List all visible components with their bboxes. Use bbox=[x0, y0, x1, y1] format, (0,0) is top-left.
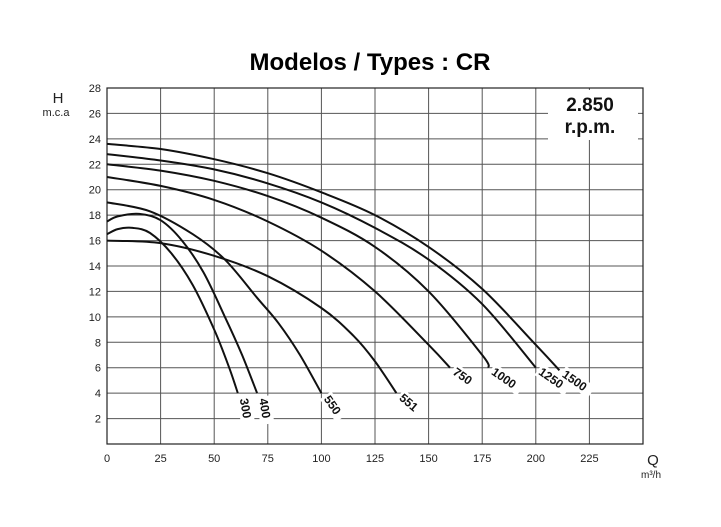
y-tick-label: 6 bbox=[95, 363, 101, 375]
curve-label-400: 400 bbox=[256, 397, 273, 419]
pump-curve-300 bbox=[106, 226, 239, 394]
x-tick-label: 0 bbox=[104, 453, 110, 465]
rpm-value: 2.850 bbox=[566, 95, 614, 116]
y-axis-label: H bbox=[53, 90, 64, 107]
y-tick-label: 26 bbox=[89, 108, 101, 120]
y-axis-unit: m.c.a bbox=[43, 107, 71, 119]
pump-curve-1500 bbox=[106, 142, 561, 371]
y-tick-label: 10 bbox=[89, 312, 101, 324]
pump-curve-1000 bbox=[106, 163, 490, 369]
curve-label-300: 300 bbox=[237, 397, 254, 419]
x-tick-label: 175 bbox=[473, 453, 491, 465]
x-tick-label: 225 bbox=[580, 453, 598, 465]
pump-curve-551 bbox=[106, 239, 398, 394]
pump-curve-400 bbox=[106, 212, 259, 394]
y-tick-label: 22 bbox=[89, 159, 101, 171]
pump-curves bbox=[106, 142, 561, 394]
x-tick-label: 125 bbox=[366, 453, 384, 465]
curve-label-bg bbox=[448, 363, 480, 392]
curve-label-bg bbox=[487, 363, 525, 396]
curve-label-bg bbox=[394, 389, 426, 419]
y-tick-label: 20 bbox=[89, 185, 101, 197]
x-tick-label: 75 bbox=[262, 453, 274, 465]
chart-title: Modelos / Types : CR bbox=[250, 49, 491, 76]
y-tick-label: 8 bbox=[95, 337, 101, 349]
x-tick-labels: 0 25 50 75 100 125 150 175 200 225 bbox=[104, 453, 599, 465]
rpm-unit: r.p.m. bbox=[565, 117, 616, 138]
y-tick-label: 2 bbox=[95, 414, 101, 426]
x-axis-unit: m³/h bbox=[641, 470, 661, 481]
rpm-annotation-box bbox=[548, 90, 638, 140]
curve-label-bg bbox=[558, 366, 596, 399]
curve-label-bg bbox=[319, 391, 348, 423]
y-tick-label: 4 bbox=[95, 388, 101, 400]
x-axis-label: Q bbox=[647, 452, 659, 469]
curve-label-bg bbox=[255, 395, 275, 426]
y-tick-label: 24 bbox=[89, 134, 101, 146]
plot-frame bbox=[106, 87, 644, 445]
x-tick-label: 50 bbox=[208, 453, 220, 465]
y-tick-label: 14 bbox=[89, 261, 101, 273]
x-tick-label: 100 bbox=[312, 453, 330, 465]
y-tick-label: 18 bbox=[89, 210, 101, 222]
curve-label-bg bbox=[534, 363, 572, 396]
curve-label-bg bbox=[236, 395, 256, 426]
pump-curve-1250 bbox=[106, 153, 537, 369]
pump-curve-550 bbox=[106, 201, 323, 394]
y-tick-label: 28 bbox=[89, 83, 101, 95]
x-tick-label: 150 bbox=[419, 453, 437, 465]
pump-curve-750 bbox=[106, 176, 451, 369]
x-tick-label: 200 bbox=[527, 453, 545, 465]
y-tick-label: 16 bbox=[89, 236, 101, 248]
y-tick-label: 12 bbox=[89, 286, 101, 298]
x-tick-label: 25 bbox=[154, 453, 166, 465]
